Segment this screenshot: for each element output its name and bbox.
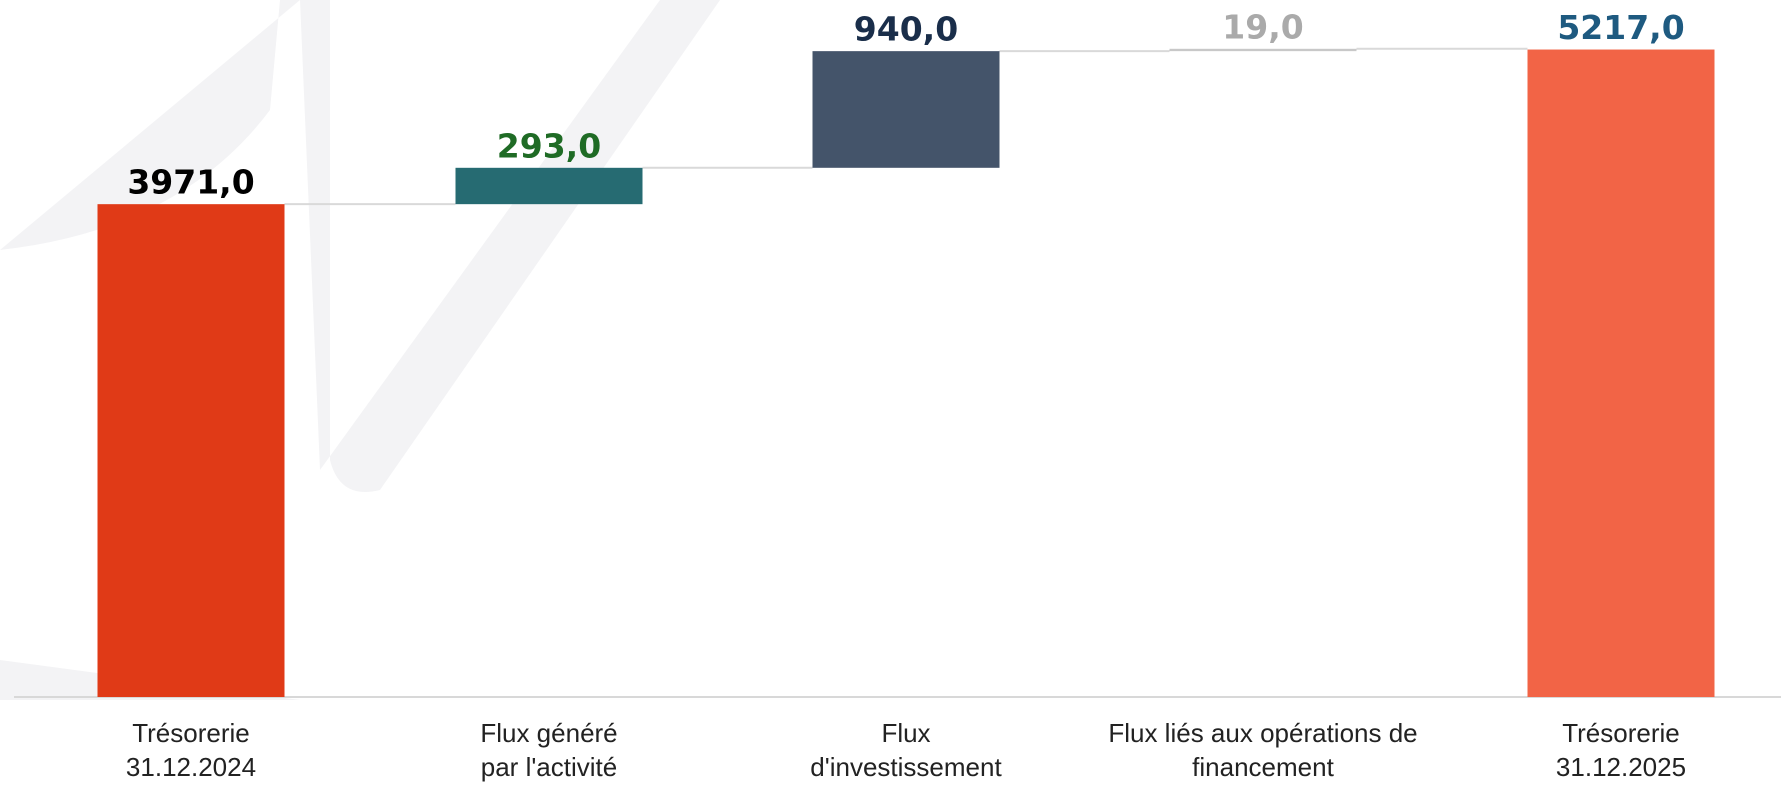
bar [97, 204, 285, 697]
x-tick-label: 31.12.2024 [126, 752, 256, 782]
x-tick-label: Flux liés aux opérations de [1108, 718, 1417, 748]
bar [812, 51, 1000, 168]
x-tick-label: Trésorerie [1562, 718, 1680, 748]
watermark-shape [0, 0, 720, 492]
x-tick-label: Flux généré [480, 718, 617, 748]
bar [1169, 48, 1357, 52]
bar [1527, 49, 1715, 698]
x-tick-label: d'investissement [810, 752, 1002, 782]
value-label: 3971,0 [127, 163, 254, 202]
x-tick-label: par l'activité [481, 752, 617, 782]
bar [455, 167, 643, 205]
value-label: 293,0 [497, 126, 601, 165]
value-label: 5217,0 [1557, 8, 1684, 47]
x-tick-label: Trésorerie [132, 718, 250, 748]
value-label: 940,0 [854, 10, 958, 49]
x-tick-label: Flux [881, 718, 930, 748]
x-tick-label: 31.12.2025 [1556, 752, 1686, 782]
x-tick-label: financement [1192, 752, 1334, 782]
value-label: 19,0 [1222, 7, 1303, 46]
